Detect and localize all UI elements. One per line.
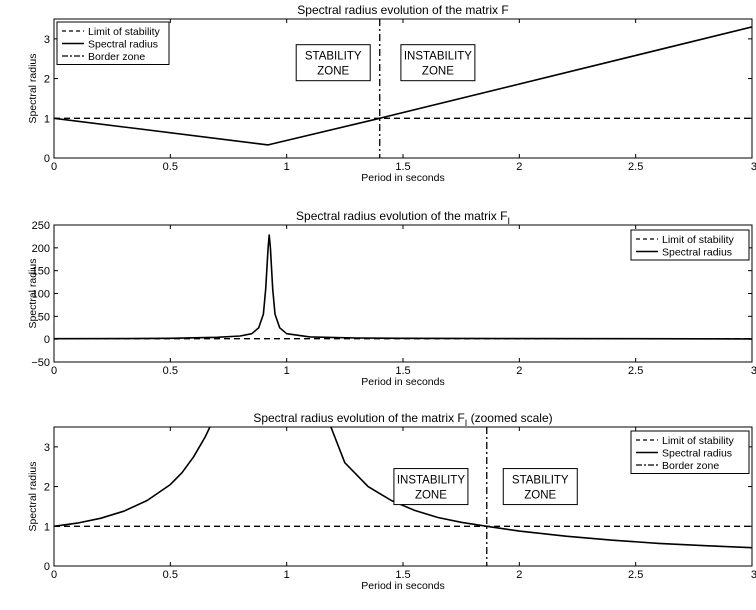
y-tick-label: 3 xyxy=(44,442,50,454)
zone-annotation-box xyxy=(400,44,476,82)
zone-annotation-text: STABILITY xyxy=(512,475,569,487)
x-tick-label: 1.5 xyxy=(395,569,410,581)
x-tick-label: 2.5 xyxy=(628,365,643,377)
x-axis-label: Period in seconds xyxy=(361,580,444,592)
zone-annotation-text: ZONE xyxy=(415,490,447,502)
y-tick-label: 2 xyxy=(44,74,50,86)
zone-annotation: INSTABILITY ZONE xyxy=(393,468,469,506)
legend-label: Spectral radius xyxy=(662,448,732,460)
chart-title: Spectral radius evolution of the matrix … xyxy=(297,3,508,17)
chart-2: Spectral radius evolution of the matrix … xyxy=(27,209,756,388)
x-tick-label: 3 xyxy=(751,569,756,581)
legend-label: Limit of stability xyxy=(662,435,735,447)
spectral-radius-line xyxy=(330,427,752,549)
zone-annotation-box xyxy=(393,468,469,506)
chart-title-text: Spectral radius evolution of the matrix … xyxy=(297,3,508,17)
chart-1: Spectral radius evolution of the matrix … xyxy=(27,3,756,184)
y-tick-label: 200 xyxy=(32,243,50,255)
x-tick-label: 0.5 xyxy=(163,365,178,377)
zone-annotation-text: STABILITY xyxy=(305,51,362,63)
zone-annotation-text: ZONE xyxy=(524,490,556,502)
y-tick-label: 150 xyxy=(32,266,50,278)
y-tick-label: 2 xyxy=(44,482,50,494)
legend-label: Border zone xyxy=(88,51,145,63)
x-tick-label: 2.5 xyxy=(628,569,643,581)
chart-title-suffix: (zoomed scale) xyxy=(467,411,552,425)
x-tick-label: 3 xyxy=(751,365,756,377)
zone-annotation-text: INSTABILITY xyxy=(404,51,472,63)
x-tick-label: 0.5 xyxy=(163,161,178,173)
y-tick-label: 100 xyxy=(32,289,50,301)
x-tick-label: 1.5 xyxy=(395,161,410,173)
chart-title-subscript: I xyxy=(507,216,510,226)
chart-title-subscript: I xyxy=(465,418,468,428)
x-axis-label: Period in seconds xyxy=(361,172,444,184)
legend-label: Limit of stability xyxy=(88,26,161,38)
legend-label: Border zone xyxy=(662,460,719,472)
y-tick-label: 0 xyxy=(44,334,50,346)
x-tick-label: 1 xyxy=(284,569,290,581)
legend-label: Spectral radius xyxy=(662,247,732,259)
chart-title-text: Spectral radius evolution of the matrix … xyxy=(253,411,464,425)
x-tick-label: 3 xyxy=(751,161,756,173)
chart-title-text: Spectral radius evolution of the matrix … xyxy=(296,209,507,223)
zone-annotation: STABILITY ZONE xyxy=(502,468,578,506)
plot-data xyxy=(54,19,752,158)
x-tick-label: 2 xyxy=(516,365,522,377)
legend-label: Limit of stability xyxy=(662,234,735,246)
y-tick-label: −50 xyxy=(31,357,50,369)
x-tick-label: 1 xyxy=(284,161,290,173)
zone-annotation-box xyxy=(295,44,371,82)
legend-box xyxy=(56,21,170,65)
x-tick-label: 2.5 xyxy=(628,161,643,173)
spectral-radius-line xyxy=(54,26,752,146)
plot-data xyxy=(54,234,752,340)
y-tick-label: 0 xyxy=(44,153,50,165)
x-tick-label: 2 xyxy=(516,161,522,173)
y-tick-label: 250 xyxy=(32,220,50,232)
chart-title: Spectral radius evolution of the matrix … xyxy=(253,411,552,428)
x-axis-label: Period in seconds xyxy=(361,376,444,388)
spectral-radius-line xyxy=(54,427,211,528)
y-tick-label: 3 xyxy=(44,34,50,46)
chart-3: Spectral radius evolution of the matrix … xyxy=(27,411,756,592)
x-tick-label: 0 xyxy=(51,569,57,581)
y-tick-label: 1 xyxy=(44,113,50,125)
chart-title: Spectral radius evolution of the matrix … xyxy=(296,209,510,226)
zone-annotation: STABILITY ZONE xyxy=(295,44,371,82)
y-axis-label: Spectral radius xyxy=(27,461,39,531)
plot-data xyxy=(54,427,752,566)
legend-label: Spectral radius xyxy=(88,39,158,51)
zone-annotation-text: ZONE xyxy=(317,66,349,78)
x-tick-label: 1.5 xyxy=(395,365,410,377)
zone-annotation-box xyxy=(502,468,578,506)
zone-annotation-text: ZONE xyxy=(422,66,454,78)
y-tick-label: 1 xyxy=(44,521,50,533)
x-tick-label: 0.5 xyxy=(163,569,178,581)
x-tick-label: 2 xyxy=(516,569,522,581)
spectral-radius-line xyxy=(54,234,752,340)
x-tick-label: 0 xyxy=(51,161,57,173)
zone-annotation: INSTABILITY ZONE xyxy=(400,44,476,82)
y-axis-label: Spectral radius xyxy=(27,258,39,328)
x-tick-label: 0 xyxy=(51,365,57,377)
y-tick-label: 50 xyxy=(38,311,50,323)
x-tick-label: 1 xyxy=(284,365,290,377)
zone-annotation-text: INSTABILITY xyxy=(397,475,465,487)
y-tick-label: 0 xyxy=(44,561,50,573)
y-axis-label: Spectral radius xyxy=(27,53,39,123)
legend-box xyxy=(630,229,750,261)
